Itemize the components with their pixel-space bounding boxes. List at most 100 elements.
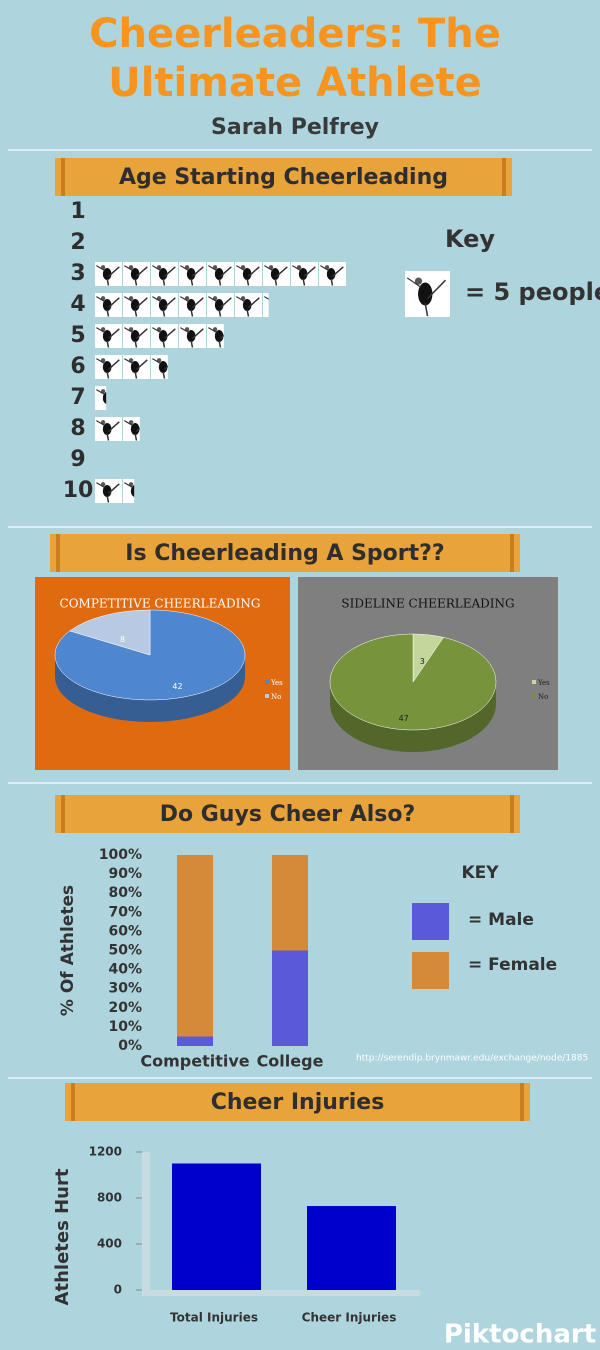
bar-segment: [177, 1036, 213, 1046]
cheer-icon: [123, 262, 150, 286]
banner-stripe: [510, 534, 514, 572]
icon-arm: [180, 265, 189, 271]
legend-title: KEY: [461, 863, 499, 883]
icon-arm: [96, 358, 105, 364]
row-label: 6: [70, 354, 85, 379]
icon-body: [298, 268, 308, 280]
row-label: 7: [70, 385, 85, 410]
row-label: 8: [70, 416, 85, 441]
icon-arm: [264, 265, 273, 271]
icon-leg: [106, 340, 110, 348]
y-axis-label: Athletes Hurt: [52, 1168, 73, 1305]
banner-stripe: [71, 1083, 75, 1121]
bar: [172, 1163, 261, 1290]
icon-arm: [236, 265, 245, 271]
banner-stripe: [502, 158, 506, 196]
icon-leg: [108, 297, 120, 308]
cheer-icon: [319, 262, 346, 286]
icon-leg: [108, 266, 120, 277]
bar-segment: [272, 950, 308, 1046]
icon-leg: [164, 297, 176, 308]
icon-leg: [274, 278, 278, 286]
y-tick-label: 70%: [108, 904, 142, 920]
slice-label: 3: [420, 657, 425, 666]
y-tick-label: 20%: [108, 1000, 142, 1016]
x-tick-label: College: [257, 1052, 324, 1071]
icon-leg: [136, 359, 148, 370]
icon-arm: [124, 265, 133, 271]
legend-swatch: [412, 903, 449, 940]
icon-arm: [152, 265, 161, 271]
icon-arm: [124, 358, 133, 364]
icon-body: [130, 330, 140, 342]
y-tick-label: 800: [97, 1191, 122, 1205]
icon-body: [186, 299, 196, 311]
icon-leg: [164, 365, 168, 370]
icon-leg: [162, 278, 166, 286]
banner: [55, 795, 520, 833]
icon-leg: [108, 421, 120, 432]
cheer-icon: [151, 262, 178, 286]
cheer-icon: [123, 355, 150, 379]
cheer-icon: [123, 417, 140, 441]
banner-stripe: [61, 795, 65, 833]
icon-arm: [96, 420, 105, 426]
y-tick-label: 400: [97, 1237, 122, 1251]
icon-body: [214, 330, 224, 342]
cheer-icon: [291, 262, 318, 286]
row-label: 4: [70, 292, 85, 317]
y-tick-label: 1200: [89, 1145, 122, 1159]
icon-arm: [124, 420, 133, 426]
icon-row: [95, 417, 140, 441]
icon-leg: [276, 266, 288, 277]
row-label: 2: [70, 230, 85, 255]
cheer-icon: [95, 262, 122, 286]
icon-arm: [264, 296, 269, 300]
icon-leg: [106, 278, 110, 286]
icon-leg: [164, 266, 176, 277]
icon-leg: [134, 278, 138, 286]
icon-row: [95, 355, 168, 379]
icon-body: [418, 282, 433, 306]
cheer-icon: [95, 355, 122, 379]
icon-leg: [136, 427, 140, 432]
icon-body: [130, 423, 140, 435]
y-tick-label: 60%: [108, 923, 142, 939]
icon-leg: [220, 266, 232, 277]
icon-leg: [192, 266, 204, 277]
plot-floor: [142, 1290, 420, 1296]
y-axis-label: % Of Athletes: [58, 885, 78, 1016]
icon-leg: [108, 359, 120, 370]
icon-leg: [304, 266, 316, 277]
banner-stripe: [61, 158, 65, 196]
icon-arm: [406, 277, 422, 288]
icon-leg: [220, 297, 232, 308]
icon-arm: [152, 327, 161, 333]
icon-leg: [136, 266, 148, 277]
icon-body: [270, 268, 280, 280]
icon-leg: [302, 278, 306, 286]
footer-logo: Piktochart: [444, 1320, 596, 1350]
legend-swatch: [532, 680, 536, 684]
icon-arm: [208, 265, 217, 271]
icon-arm: [292, 265, 301, 271]
icon-leg: [134, 309, 138, 317]
pie-title: COMPETITIVE CHEERLEADING: [60, 597, 261, 611]
icon-arm: [236, 296, 245, 302]
icon-arm: [208, 327, 217, 333]
legend-swatch: [532, 694, 536, 698]
icon-body: [102, 485, 112, 497]
section-title: Age Starting Cheerleading: [119, 165, 448, 190]
cheer-icon: [95, 479, 122, 503]
icon-body: [158, 268, 168, 280]
legend-title: Key: [445, 225, 495, 253]
cheer-icon: [95, 324, 122, 348]
slice-label: 42: [172, 682, 182, 691]
section-title: Cheer Injuries: [211, 1090, 385, 1115]
y-tick-label: 0%: [118, 1038, 142, 1054]
cheer-icon: [179, 293, 206, 317]
legend-label: No: [271, 693, 281, 701]
banner-stripe: [520, 1083, 524, 1121]
cheer-icon: [405, 271, 450, 317]
bar-segment: [177, 855, 213, 1037]
